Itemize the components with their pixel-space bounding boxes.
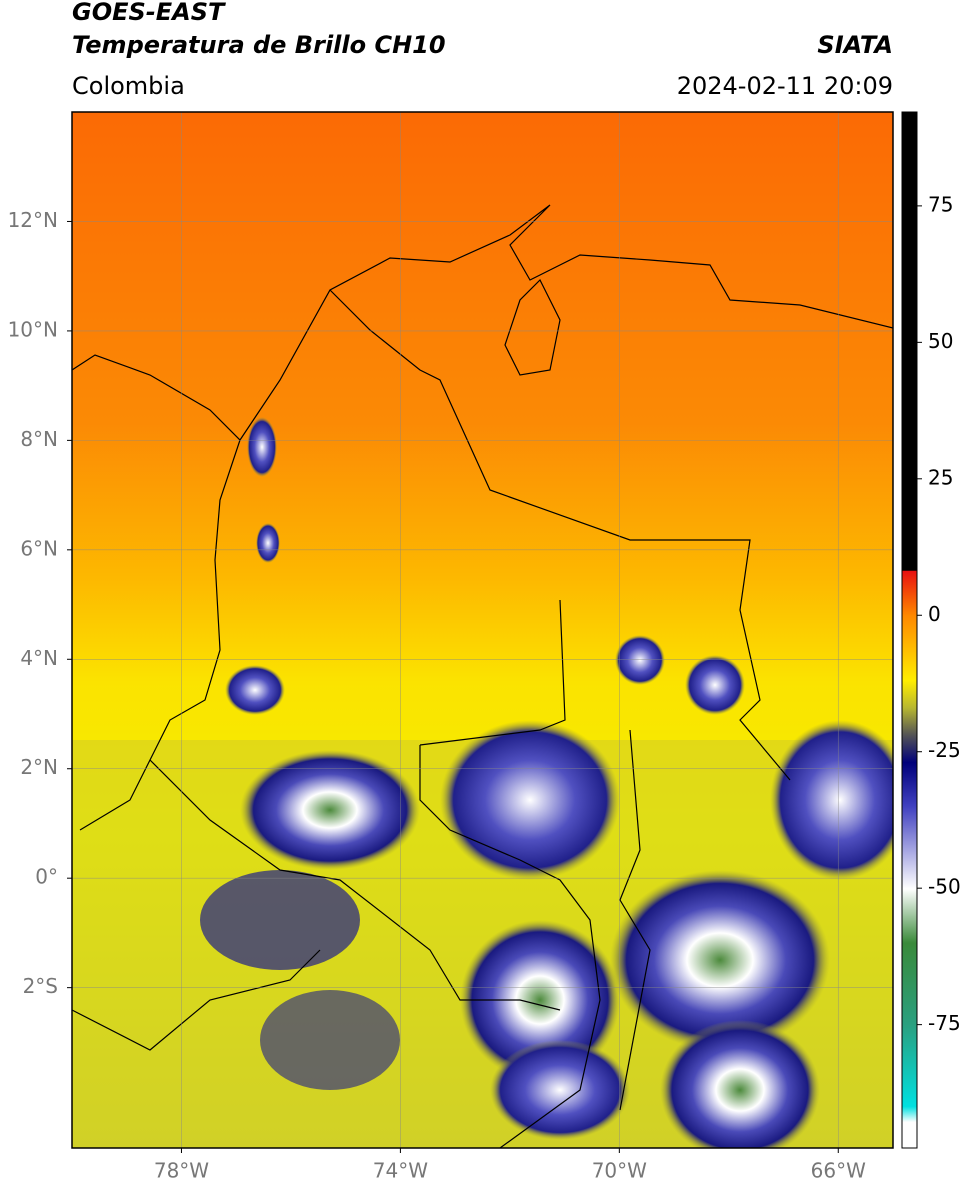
lat-label: 8°N	[20, 427, 58, 451]
colorbar-label: 25	[928, 465, 953, 489]
lat-label: 12°N	[8, 208, 58, 232]
colorbar-label: 75	[928, 192, 953, 216]
lat-label: 4°N	[20, 646, 58, 670]
datetime: 2024-02-11 20:09	[677, 72, 893, 100]
region: Colombia	[72, 72, 185, 100]
colorbar	[901, 111, 918, 1149]
source: SIATA	[817, 31, 893, 59]
lat-label: 10°N	[8, 317, 58, 341]
lon-label: 70°W	[592, 1159, 647, 1183]
colorbar-label: 50	[928, 329, 953, 353]
lat-label: 0°	[35, 865, 58, 889]
colorbar-label: -50	[928, 875, 961, 899]
title: GOES-EAST	[72, 0, 226, 26]
colorbar-label: 0	[928, 602, 941, 626]
map-image	[72, 112, 893, 1148]
grid	[72, 112, 893, 1148]
lon-label: 74°W	[373, 1159, 428, 1183]
colorbar-label: -25	[928, 738, 961, 762]
lon-label: 66°W	[811, 1159, 866, 1183]
lat-label: 2°N	[20, 755, 58, 779]
lat-label: 6°N	[20, 536, 58, 560]
lon-label: 78°W	[154, 1159, 209, 1183]
subtitle: Temperatura de Brillo CH10	[72, 31, 446, 59]
map-frame	[71, 111, 894, 1149]
colorbar-label: -75	[928, 1011, 961, 1035]
lat-label: 2°S	[23, 974, 58, 998]
